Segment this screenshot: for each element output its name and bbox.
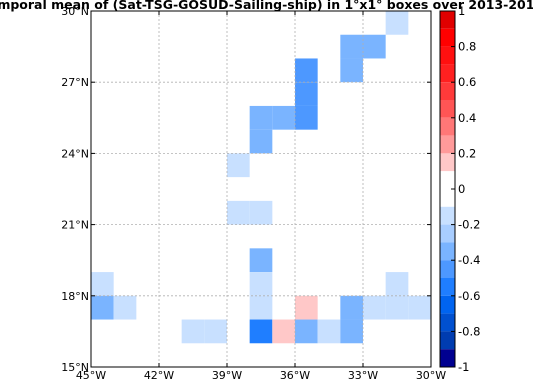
plot-frame bbox=[90, 10, 432, 368]
colorbar-tick-label: 0.4 bbox=[458, 111, 476, 125]
heatmap-cell bbox=[249, 200, 273, 225]
colorbar-band bbox=[440, 64, 455, 83]
heatmap-cell bbox=[363, 34, 386, 59]
heatmap-cell bbox=[295, 105, 318, 130]
colorbar-band bbox=[440, 260, 455, 278]
colorbar-tick-label: 1 bbox=[458, 4, 465, 18]
colorbar-band bbox=[440, 278, 455, 296]
grid-lines bbox=[91, 11, 431, 367]
chart-title: emporal mean of (Sat-TSG-GOSUD-Sailing-s… bbox=[0, 0, 533, 12]
colorbar-ticks: 1 0.8 0.6 0.4 0.2 0 -0.2 -0.4 -0.6 -0.8 -1 bbox=[451, 4, 480, 374]
heatmap-cell bbox=[91, 272, 114, 296]
colorbar-band bbox=[440, 171, 455, 207]
colorbar-band bbox=[440, 224, 455, 243]
y-tick-label: 21°N bbox=[61, 219, 89, 232]
heatmap-cell bbox=[385, 295, 409, 320]
heatmap-cell bbox=[249, 129, 273, 154]
x-axis-ticks: 45°W 42°W 39°W 36°W 33°W 30°W bbox=[76, 11, 446, 382]
heatmap-cell bbox=[204, 319, 227, 344]
heatmap-cell bbox=[249, 319, 273, 344]
heatmap-cell bbox=[249, 248, 273, 273]
heatmap-cell bbox=[340, 34, 363, 59]
heatmap-cell bbox=[295, 295, 318, 320]
x-tick-label: 39°W bbox=[212, 369, 242, 382]
heatmap-cell bbox=[340, 319, 363, 344]
heatmap-cell bbox=[181, 319, 205, 344]
heatmap-cells bbox=[91, 11, 431, 344]
y-tick-label: 27°N bbox=[61, 76, 89, 89]
x-tick-label: 30°W bbox=[416, 369, 446, 382]
colorbar-band bbox=[440, 135, 455, 154]
colorbar-tick-label: -0.8 bbox=[458, 324, 480, 338]
colorbar-bands bbox=[440, 11, 455, 367]
colorbar-band bbox=[440, 46, 455, 65]
colorbar-tick-label: 0.8 bbox=[458, 40, 476, 54]
heatmap-cell bbox=[385, 11, 409, 35]
heatmap-cell bbox=[249, 105, 273, 130]
heatmap-cell bbox=[249, 272, 273, 296]
heatmap-cell bbox=[272, 105, 295, 130]
x-tick-label: 45°W bbox=[76, 369, 106, 382]
colorbar-band bbox=[440, 242, 455, 261]
y-tick-label: 30°N bbox=[61, 5, 89, 18]
colorbar-band bbox=[440, 313, 455, 332]
heatmap-cell bbox=[227, 153, 250, 178]
colorbar: 1 0.8 0.6 0.4 0.2 0 -0.2 -0.4 -0.6 -0.8 -1 bbox=[439, 4, 480, 374]
heatmap-cell bbox=[249, 295, 273, 320]
heatmap-cell bbox=[363, 295, 386, 320]
colorbar-band bbox=[440, 100, 455, 118]
colorbar-tick-label: -0.2 bbox=[458, 218, 480, 232]
y-tick-label: 24°N bbox=[61, 147, 89, 160]
heatmap-cell bbox=[295, 58, 318, 83]
colorbar-band bbox=[440, 82, 455, 100]
colorbar-band bbox=[440, 28, 455, 47]
heatmap-cell bbox=[113, 295, 137, 320]
y-tick-label: 15°N bbox=[61, 361, 89, 374]
colorbar-tick-label: -0.4 bbox=[458, 253, 480, 267]
heatmap-cell bbox=[340, 295, 363, 320]
heatmap-cell bbox=[272, 319, 295, 344]
colorbar-band bbox=[440, 11, 455, 29]
colorbar-tick-label: -1 bbox=[458, 360, 469, 374]
x-tick-label: 33°W bbox=[348, 369, 378, 382]
colorbar-tick-label: 0.6 bbox=[458, 75, 476, 89]
y-axis-ticks: 15°N 18°N 21°N 24°N 27°N 30°N bbox=[61, 5, 431, 374]
heatmap-cell bbox=[227, 200, 250, 225]
heatmap-cell bbox=[295, 82, 318, 106]
colorbar-band bbox=[440, 349, 455, 367]
colorbar-band bbox=[440, 117, 455, 136]
colorbar-band bbox=[440, 206, 455, 225]
heatmap-cell bbox=[408, 295, 431, 320]
heatmap-cell bbox=[317, 319, 341, 344]
colorbar-tick-label: 0 bbox=[458, 182, 465, 196]
heatmap-cell bbox=[295, 319, 318, 344]
heatmap-cell bbox=[91, 295, 114, 320]
colorbar-tick-label: -0.6 bbox=[458, 289, 480, 303]
x-tick-label: 42°W bbox=[144, 369, 174, 382]
colorbar-band bbox=[440, 295, 455, 314]
colorbar-band bbox=[440, 153, 455, 172]
colorbar-tick-label: 0.2 bbox=[458, 146, 476, 160]
heatmap-cell bbox=[340, 58, 363, 83]
heatmap-cell bbox=[385, 272, 409, 296]
y-tick-label: 18°N bbox=[61, 290, 89, 303]
x-tick-label: 36°W bbox=[280, 369, 310, 382]
colorbar-band bbox=[440, 331, 455, 350]
